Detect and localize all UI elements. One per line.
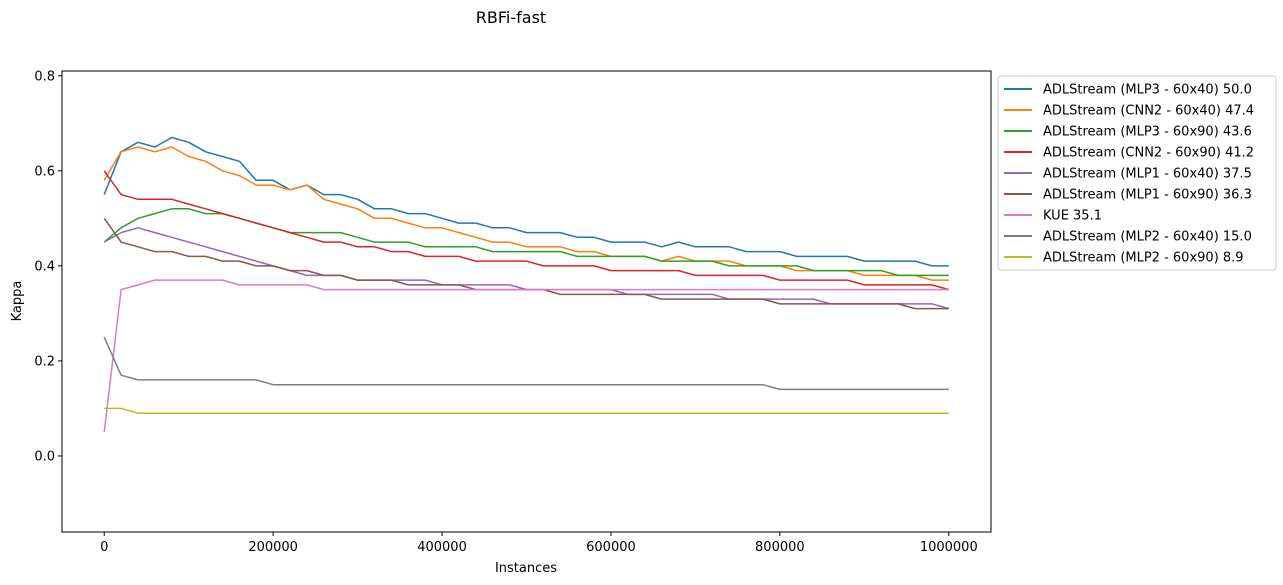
series-line-1 — [103, 136, 949, 267]
legend-label: ADLStream (CNN2 - 60x90) 41.2 — [1043, 146, 1254, 161]
x-tick-label: 0 — [100, 540, 108, 555]
plot-frame — [61, 70, 992, 533]
x-axis-label: Instances — [495, 561, 557, 576]
chart-title: RBFi-fast — [476, 8, 546, 27]
series-line-5 — [103, 227, 950, 310]
x-axis: 0 200000 400000 600000 800000 1000000 — [100, 532, 978, 555]
series-line-8 — [103, 336, 949, 391]
y-tick-label: 0.0 — [34, 449, 55, 464]
legend-label: ADLStream (MLP3 - 60x40) 50.0 — [1043, 83, 1252, 98]
series-line-3 — [103, 208, 949, 277]
legend-label: ADLStream (MLP2 - 60x40) 15.0 — [1043, 230, 1252, 245]
x-tick-label: 400000 — [417, 540, 467, 555]
x-tick-label: 200000 — [248, 540, 298, 555]
series-line-7 — [103, 279, 949, 433]
legend-label: ADLStream (MLP1 - 60x90) 36.3 — [1043, 188, 1252, 203]
legend: ADLStream (MLP3 - 60x40) 50.0 ADLStream (… — [997, 75, 1277, 271]
y-tick-label: 0.6 — [34, 164, 55, 179]
series-line-9 — [104, 407, 949, 414]
x-tick-label: 800000 — [755, 540, 805, 555]
x-tick-label: 1000000 — [920, 540, 978, 555]
legend-label: ADLStream (MLP1 - 60x40) 37.5 — [1043, 167, 1252, 182]
series-line-4 — [103, 170, 950, 291]
legend-label: ADLStream (MLP2 - 60x90) 8.9 — [1043, 251, 1244, 266]
y-tick-label: 0.4 — [34, 259, 55, 274]
plot-lines — [103, 136, 950, 433]
y-axis: 0.0 0.2 0.4 0.6 0.8 — [34, 69, 62, 464]
legend-label: ADLStream (CNN2 - 60x40) 47.4 — [1043, 104, 1254, 119]
legend-label: ADLStream (MLP3 - 60x90) 43.6 — [1043, 125, 1252, 140]
y-axis-label: Kappa — [10, 281, 25, 322]
y-tick-label: 0.2 — [34, 354, 55, 369]
legend-label: KUE 35.1 — [1043, 209, 1102, 224]
legend-box — [997, 75, 1277, 271]
y-tick-label: 0.8 — [34, 69, 55, 84]
series-line-2 — [103, 146, 949, 281]
x-tick-label: 600000 — [586, 540, 636, 555]
